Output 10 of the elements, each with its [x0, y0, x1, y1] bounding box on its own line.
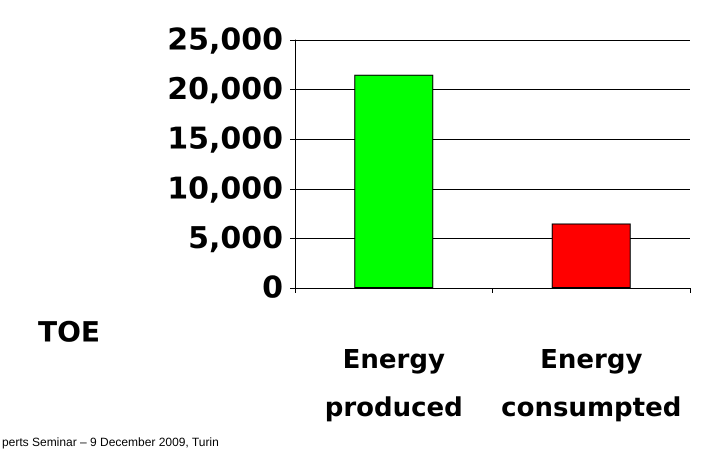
x-tick-label: Energy consumpted: [501, 345, 682, 423]
y-tick-label: 15,000: [167, 122, 283, 157]
y-tick-label: 25,000: [167, 22, 283, 58]
y-tick-label: 20,000: [167, 72, 283, 108]
y-tick-label: 10,000: [167, 171, 283, 206]
y-tick-label: 5,000: [188, 220, 283, 256]
y-axis-title: TOE: [38, 316, 100, 348]
y-tick-label: 0: [262, 270, 283, 306]
x-tick-label: Energy produced: [324, 345, 463, 423]
text: perts Seminar – 9 December 2009, Turin: [2, 435, 219, 449]
